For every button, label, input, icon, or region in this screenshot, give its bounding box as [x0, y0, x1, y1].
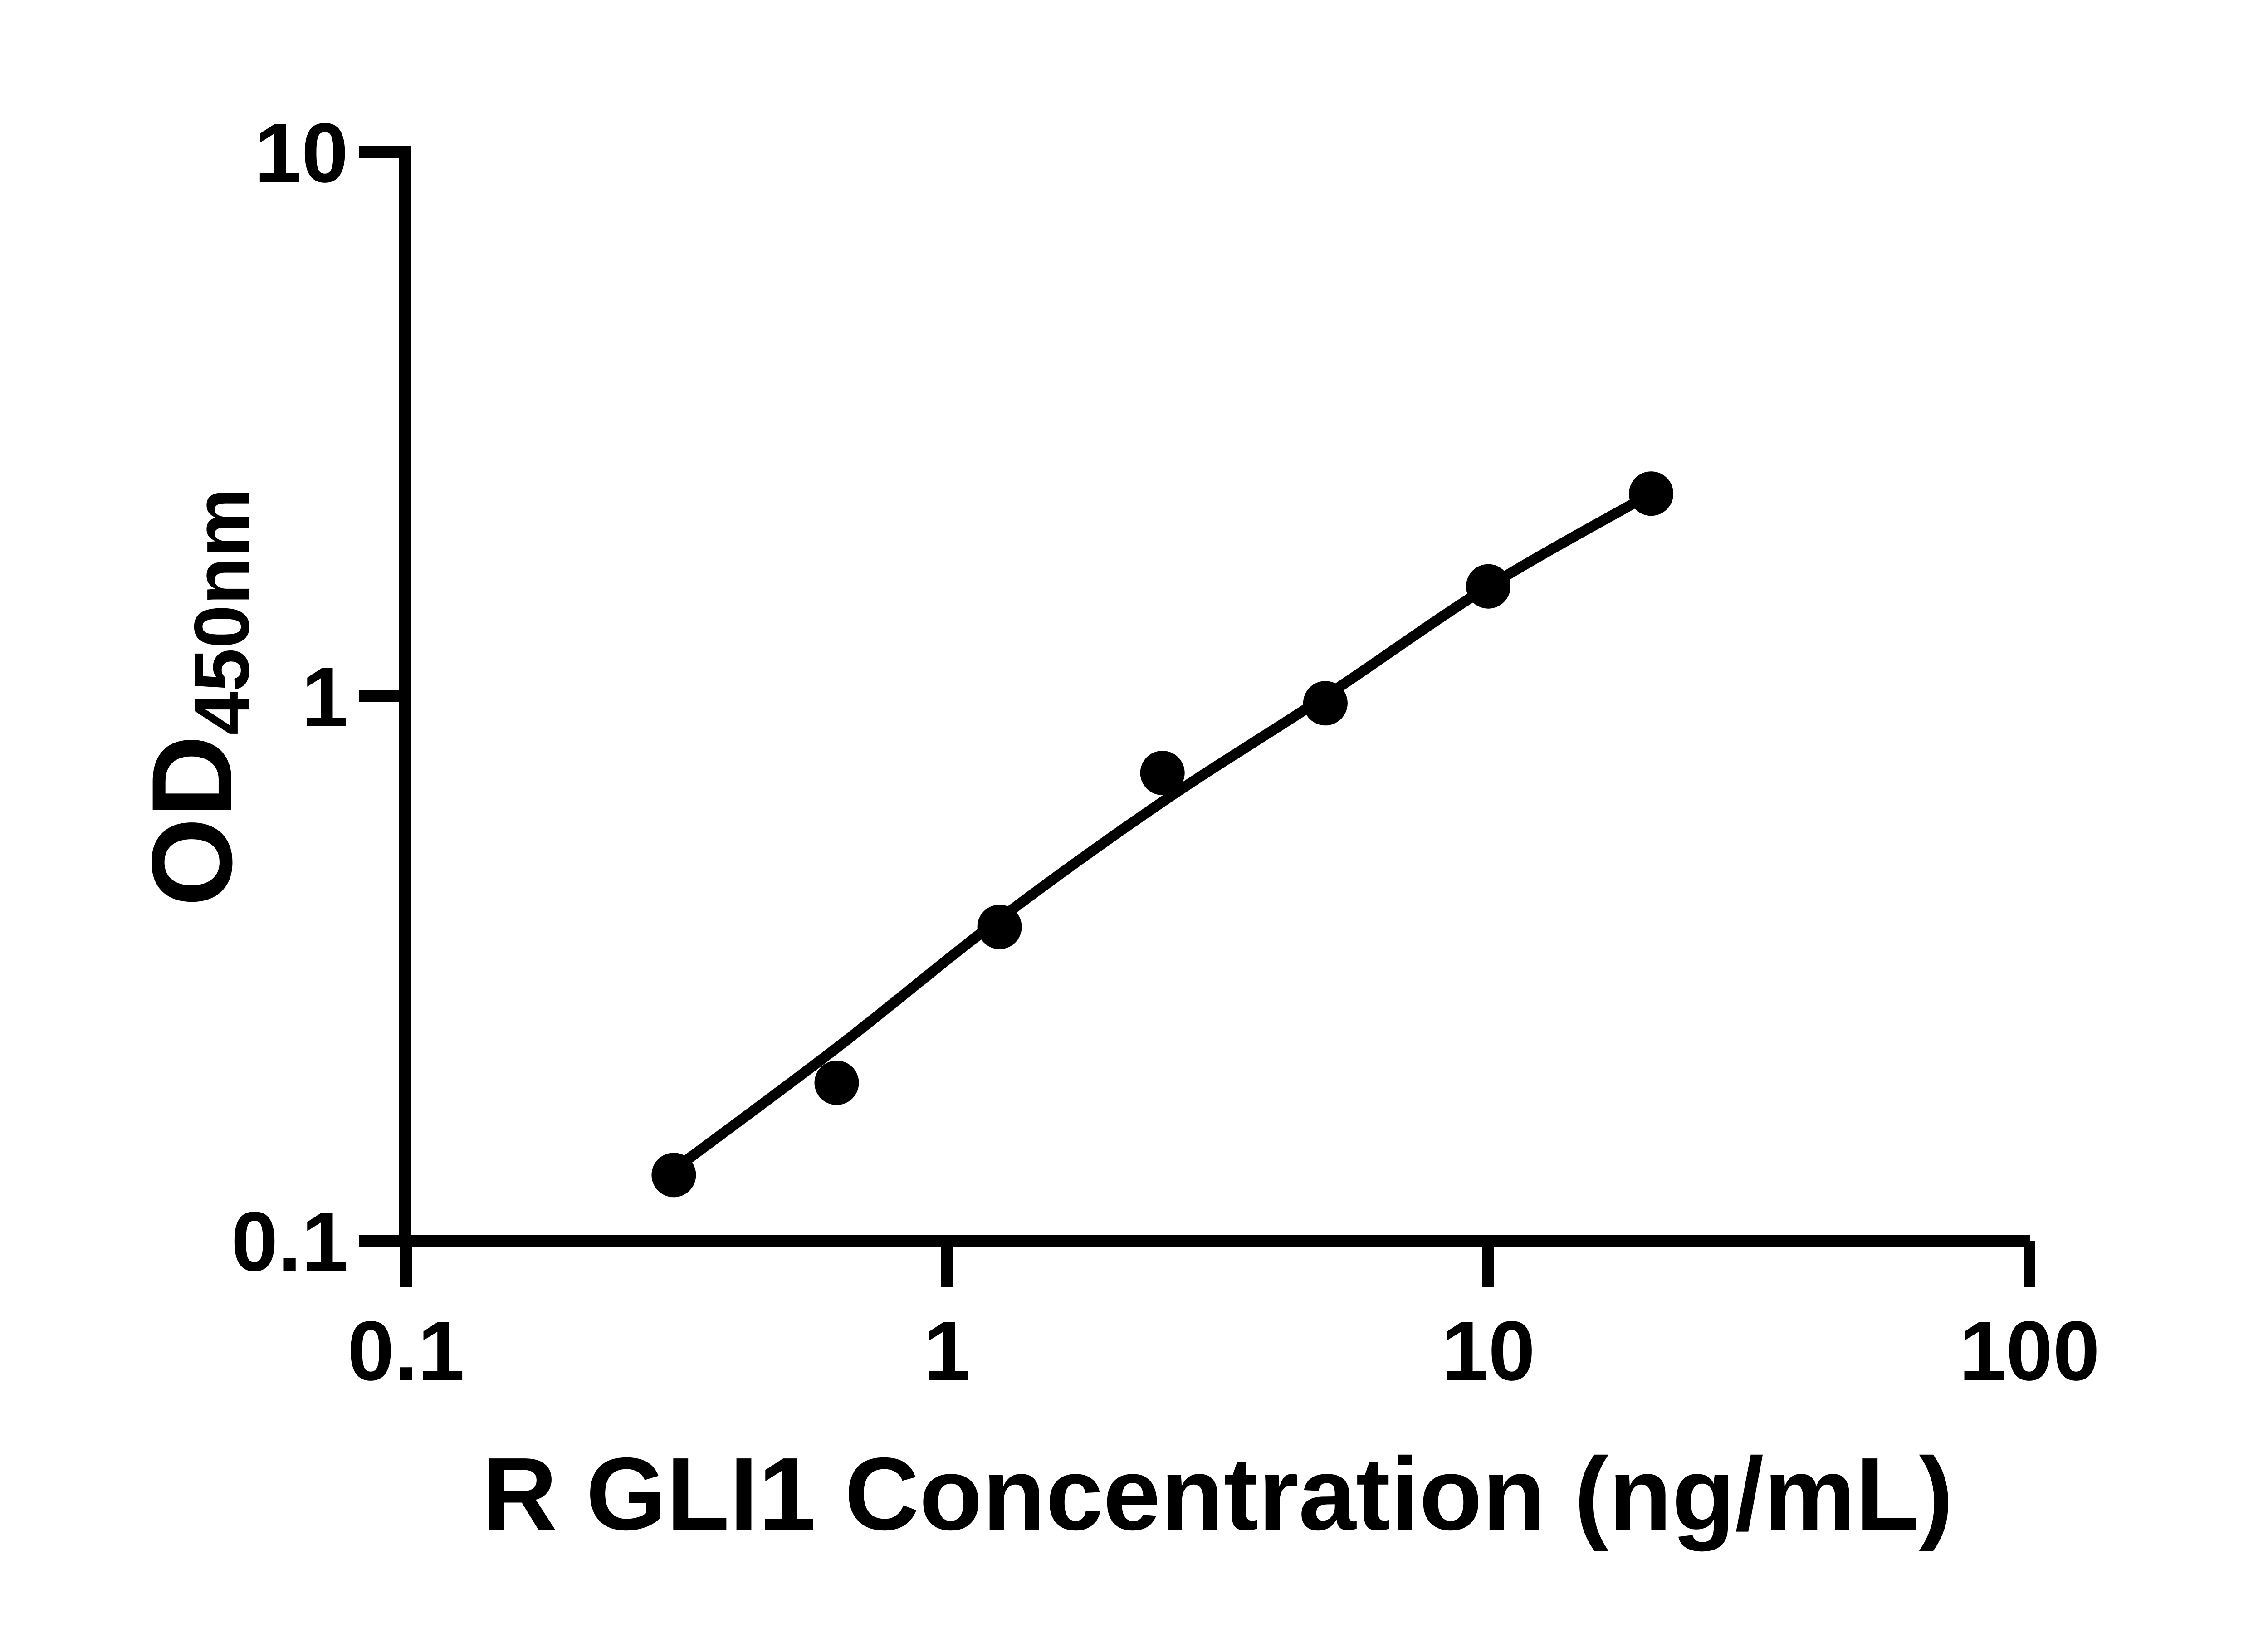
data-point-marker	[977, 905, 1022, 949]
data-point-layer	[651, 471, 1674, 1198]
x-tick-label: 0.1	[347, 1304, 465, 1398]
data-point-marker	[1303, 681, 1348, 726]
data-point-marker	[1629, 471, 1674, 516]
y-axis-title-subscript: 450nm	[178, 488, 265, 735]
data-point-marker	[814, 1061, 859, 1105]
data-point-marker	[1140, 751, 1185, 795]
x-tick-label: 100	[1959, 1304, 2100, 1398]
y-axis-title-main: OD	[128, 735, 256, 906]
x-axis-title: R GLI1 Concentration (ng/mL)	[483, 1437, 1954, 1552]
y-tick-label: 1	[302, 650, 348, 744]
data-point-marker	[1466, 564, 1510, 609]
tick-layer: 0.1 1 10 100 0.1 1 10	[231, 106, 2100, 1398]
x-tick-label: 1	[924, 1304, 970, 1398]
data-point-marker	[651, 1153, 696, 1198]
y-axis-title: OD450nm	[128, 488, 265, 907]
y-tick-label: 10	[254, 106, 348, 200]
x-tick-label: 10	[1442, 1304, 1535, 1398]
y-tick-label: 0.1	[231, 1195, 348, 1289]
